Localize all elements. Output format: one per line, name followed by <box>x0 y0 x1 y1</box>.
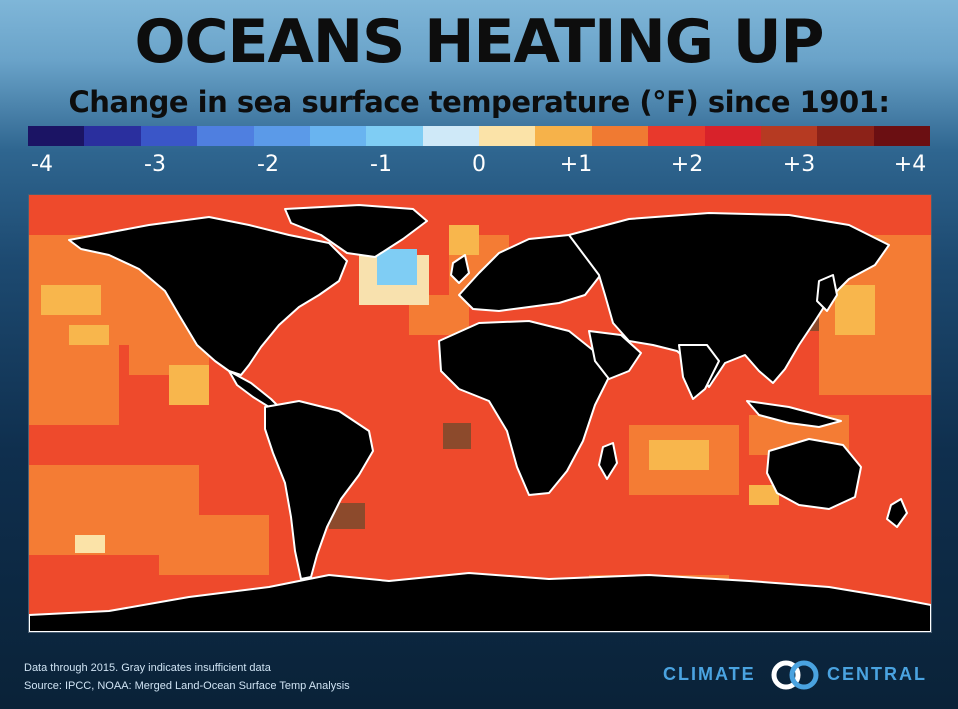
logo-word-climate: CLIMATE <box>663 664 756 684</box>
footnote-source: Source: IPCC, NOAA: Merged Land-Ocean Su… <box>24 680 350 692</box>
legend-swatch <box>309 126 367 146</box>
footnote-data-note: Data through 2015. Gray indicates insuff… <box>24 662 271 674</box>
india <box>678 344 720 400</box>
legend-swatch <box>422 126 479 146</box>
ocean-light-patches <box>41 225 875 505</box>
legend-tick: +4 <box>893 152 927 177</box>
atlantic-cold-spot <box>377 249 417 285</box>
legend-tick: +2 <box>670 152 704 177</box>
pacific-light-spot <box>75 535 105 553</box>
color-scale-legend <box>28 126 930 150</box>
legend-tick: +3 <box>782 152 816 177</box>
legend-swatch <box>479 126 536 146</box>
africa <box>438 320 610 496</box>
color-scale-ticks: -4 -3 -2 -1 0 +1 +2 +3 +4 <box>0 152 958 186</box>
legend-swatch <box>28 126 85 146</box>
legend-swatch <box>253 126 310 146</box>
south-america <box>264 400 374 580</box>
legend-tick: -3 <box>144 152 166 177</box>
legend-swatch <box>648 126 705 146</box>
legend-swatch <box>704 126 761 146</box>
legend-swatch <box>873 126 930 146</box>
logo-word-central: CENTRAL <box>827 664 927 684</box>
logo-rings-icon <box>771 660 819 690</box>
world-temperature-map <box>28 194 932 633</box>
climate-central-logo: CLIMATE CENTRAL <box>661 659 933 691</box>
greenland <box>284 204 428 258</box>
legend-swatch <box>197 126 254 146</box>
page-title: OCEANS HEATING UP <box>134 7 824 77</box>
united-kingdom <box>450 254 470 284</box>
legend-tick: -2 <box>257 152 279 177</box>
legend-tick: -4 <box>31 152 53 177</box>
world-map-svg <box>29 195 931 632</box>
legend-swatch <box>535 126 592 146</box>
legend-swatch <box>817 126 874 146</box>
legend-swatch <box>760 126 818 146</box>
japan <box>816 274 838 312</box>
legend-swatch <box>591 126 649 146</box>
legend-swatch <box>366 126 423 146</box>
legend-swatch <box>140 126 198 146</box>
australia <box>766 438 862 510</box>
new-zealand <box>886 498 908 528</box>
land-masses <box>29 204 931 632</box>
page-subtitle: Change in sea surface temperature (°F) s… <box>68 85 890 119</box>
legend-tick: -1 <box>370 152 392 177</box>
madagascar <box>598 442 618 480</box>
indonesia <box>746 400 842 428</box>
antarctica <box>29 572 931 632</box>
arabian-peninsula <box>588 330 642 380</box>
legend-swatch <box>84 126 141 146</box>
legend-tick: +1 <box>559 152 593 177</box>
legend-tick: 0 <box>472 152 486 177</box>
north-america <box>68 216 348 376</box>
